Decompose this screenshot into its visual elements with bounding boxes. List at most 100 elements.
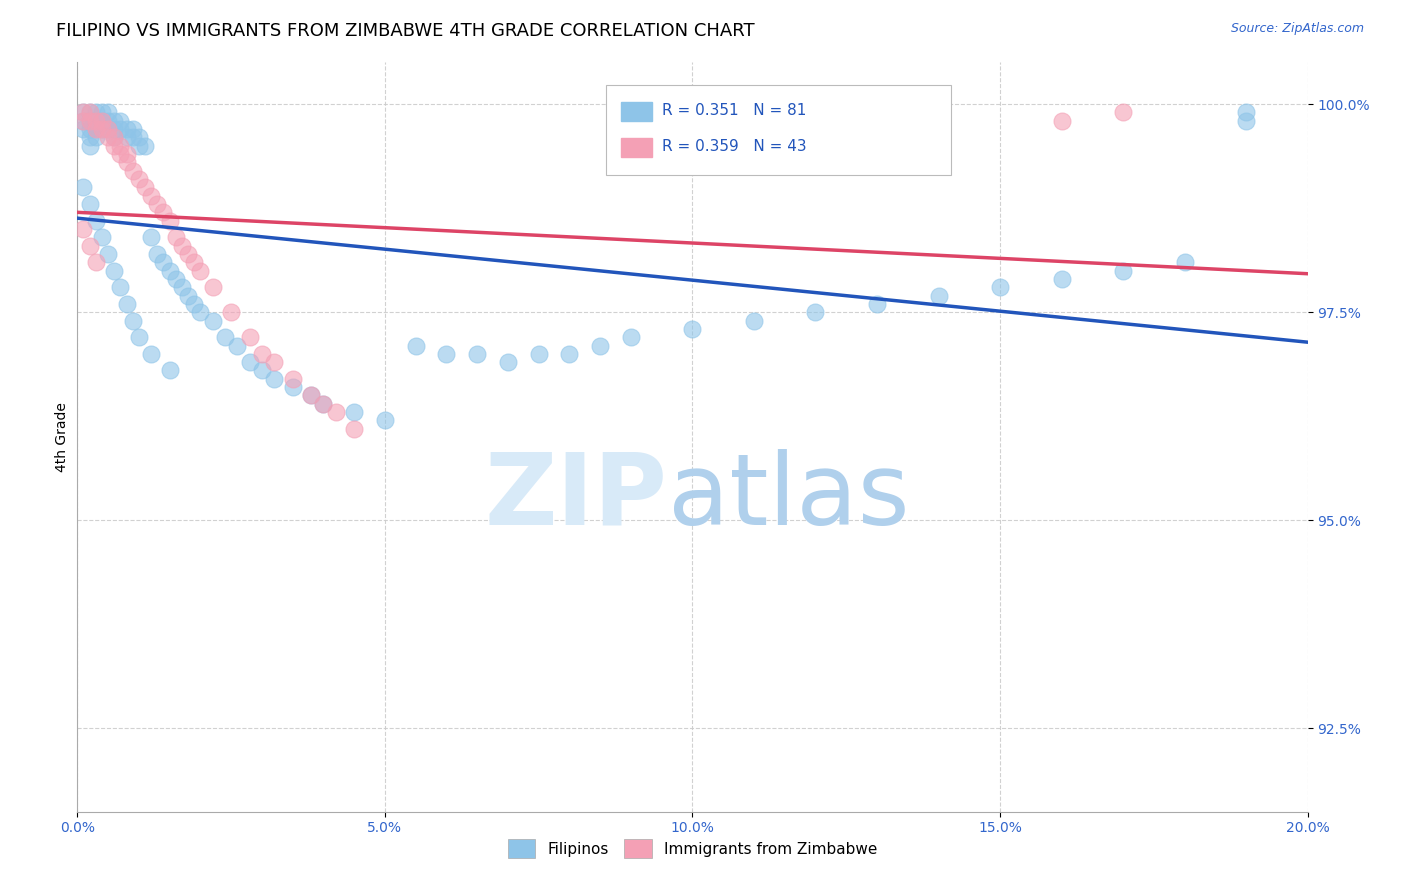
Point <box>177 247 200 261</box>
FancyBboxPatch shape <box>621 138 652 157</box>
Point <box>84 113 107 128</box>
Point <box>219 305 242 319</box>
Point <box>90 122 114 136</box>
Point <box>281 372 304 386</box>
Point <box>465 347 488 361</box>
Point <box>90 230 114 244</box>
Point <box>103 138 125 153</box>
Point <box>299 388 322 402</box>
Point <box>152 205 174 219</box>
Point <box>79 238 101 252</box>
Point <box>128 138 150 153</box>
Point <box>110 147 132 161</box>
Point <box>589 338 612 352</box>
Point <box>188 305 212 319</box>
Point <box>97 113 120 128</box>
Point <box>141 188 163 202</box>
Point <box>79 105 101 120</box>
Point <box>79 113 101 128</box>
Point <box>128 130 150 145</box>
Point <box>325 405 347 419</box>
Point <box>682 322 704 336</box>
Point <box>121 313 143 327</box>
Point <box>299 388 322 402</box>
Point <box>1112 263 1135 277</box>
Point <box>115 147 138 161</box>
Point <box>128 172 150 186</box>
Point <box>121 122 143 136</box>
Point <box>79 197 101 211</box>
Point <box>343 405 366 419</box>
Point <box>281 380 304 394</box>
Point <box>928 288 950 302</box>
Point <box>72 105 94 120</box>
Point <box>1234 113 1257 128</box>
Point <box>527 347 550 361</box>
Point <box>115 155 138 169</box>
Point <box>183 255 205 269</box>
Point <box>79 138 101 153</box>
Point <box>72 180 94 194</box>
Point <box>72 222 94 236</box>
Point <box>90 122 114 136</box>
Point <box>141 347 163 361</box>
Point <box>115 297 138 311</box>
Point <box>115 122 138 136</box>
FancyBboxPatch shape <box>606 85 950 175</box>
Point <box>110 122 132 136</box>
Point <box>72 113 94 128</box>
Point <box>84 255 107 269</box>
Point <box>84 122 107 136</box>
Point <box>374 413 396 427</box>
Text: R = 0.351   N = 81: R = 0.351 N = 81 <box>662 103 806 118</box>
Point <box>214 330 236 344</box>
Point <box>103 113 125 128</box>
Point <box>250 363 273 377</box>
Point <box>146 247 169 261</box>
Point <box>110 138 132 153</box>
Point <box>496 355 519 369</box>
Point <box>558 347 581 361</box>
Point <box>84 130 107 145</box>
Text: FILIPINO VS IMMIGRANTS FROM ZIMBABWE 4TH GRADE CORRELATION CHART: FILIPINO VS IMMIGRANTS FROM ZIMBABWE 4TH… <box>56 22 755 40</box>
Point <box>72 122 94 136</box>
Point <box>239 330 262 344</box>
Point <box>121 163 143 178</box>
Point <box>79 113 101 128</box>
Point <box>84 113 107 128</box>
Point <box>312 397 335 411</box>
Point <box>103 130 125 145</box>
Point <box>141 230 163 244</box>
Point <box>1050 272 1073 286</box>
Legend: Filipinos, Immigrants from Zimbabwe: Filipinos, Immigrants from Zimbabwe <box>502 833 883 864</box>
Point <box>620 330 643 344</box>
Text: R = 0.359   N = 43: R = 0.359 N = 43 <box>662 139 806 153</box>
Point <box>1050 113 1073 128</box>
Point <box>183 297 205 311</box>
Point <box>90 113 114 128</box>
Point <box>170 280 193 294</box>
Point <box>103 130 125 145</box>
Y-axis label: 4th Grade: 4th Grade <box>55 402 69 472</box>
Point <box>84 213 107 227</box>
Point <box>165 272 187 286</box>
Point <box>201 280 224 294</box>
Point <box>436 347 458 361</box>
Point <box>97 130 120 145</box>
Point <box>201 313 224 327</box>
Point <box>263 355 285 369</box>
Point <box>110 113 132 128</box>
Point <box>84 105 107 120</box>
Point <box>177 288 200 302</box>
Point <box>405 338 427 352</box>
Point <box>97 122 120 136</box>
Point <box>97 105 120 120</box>
Point <box>72 105 94 120</box>
Point <box>97 122 120 136</box>
Point <box>742 313 765 327</box>
FancyBboxPatch shape <box>621 103 652 121</box>
Point <box>79 122 101 136</box>
Point <box>72 113 94 128</box>
Text: ZIP: ZIP <box>485 449 668 546</box>
Point <box>90 105 114 120</box>
